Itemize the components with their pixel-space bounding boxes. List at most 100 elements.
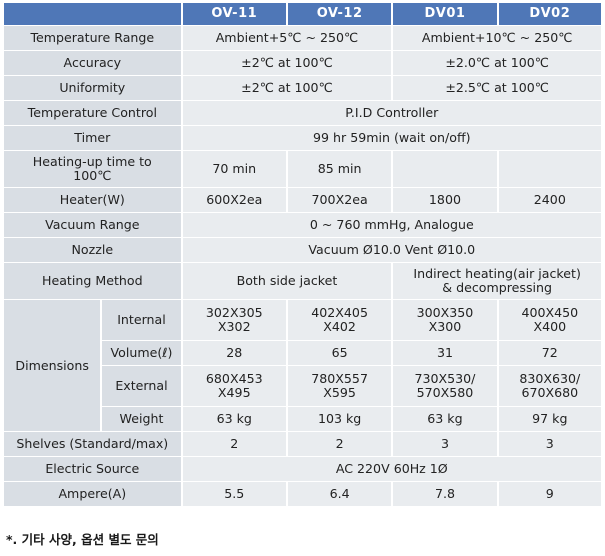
row-uniformity: Uniformity ±2℃ at 100℃ ±2.5℃ at 100℃ [4, 76, 601, 100]
cell-ov: ±2℃ at 100℃ [182, 51, 392, 75]
cell-line-2: 570X580 [416, 385, 474, 400]
row-label: Timer [4, 126, 181, 150]
sub-label: Weight [102, 407, 181, 431]
sub-label: Internal [102, 300, 181, 340]
dimensions-label: Dimensions [4, 300, 101, 431]
row-heating-up-time: Heating-up time to 100℃ 70 min 85 min [4, 151, 601, 187]
row-label: Electric Source [4, 457, 181, 481]
cell-ov12: 780X557 X595 [287, 366, 392, 406]
cell-dv-line-2: & decompressing [442, 280, 552, 295]
cell-ov11: 600X2ea [182, 188, 286, 212]
cell-ov12: 2 [287, 432, 392, 456]
cell-value: 0 ~ 760 mmHg, Analogue [182, 213, 601, 237]
cell-dv: Indirect heating(air jacket) & decompres… [393, 263, 601, 299]
cell-dv: ±2.5℃ at 100℃ [393, 76, 601, 100]
row-vacuum-range: Vacuum Range 0 ~ 760 mmHg, Analogue [4, 213, 601, 237]
row-label: Temperature Control [4, 101, 181, 125]
row-label: Heater(W) [4, 188, 181, 212]
cell-line-1: 780X557 [311, 371, 368, 386]
row-dimensions-weight: Weight 63 kg 103 kg 63 kg 97 kg [4, 407, 601, 431]
cell-line-1: 402X405 [311, 305, 368, 320]
cell-dv01: 1800 [393, 188, 497, 212]
row-label: Accuracy [4, 51, 181, 75]
row-dimensions-volume: Volume(ℓ) 28 65 31 72 [4, 341, 601, 365]
cell-line-1: 302X305 [205, 305, 263, 320]
row-accuracy: Accuracy ±2℃ at 100℃ ±2.0℃ at 100℃ [4, 51, 601, 75]
cell-ov11: 302X305 X302 [182, 300, 286, 340]
cell-ov12: 85 min [287, 151, 392, 187]
cell-line-1: 730X530/ [414, 371, 476, 386]
cell-line-2: X402 [323, 319, 356, 334]
row-label: Uniformity [4, 76, 181, 100]
row-heating-method: Heating Method Both side jacket Indirect… [4, 263, 601, 299]
sub-label: External [102, 366, 181, 406]
cell-dv: Ambient+10℃ ~ 250℃ [393, 26, 601, 50]
cell-ov11: 63 kg [182, 407, 286, 431]
cell-dv02: 9 [498, 482, 601, 506]
sub-label: Volume(ℓ) [102, 341, 181, 365]
cell-dv02 [498, 151, 601, 187]
cell-ov12: 6.4 [287, 482, 392, 506]
cell-ov: Both side jacket [182, 263, 392, 299]
col-header-dv01: DV01 [393, 3, 497, 25]
cell-line-2: X300 [428, 319, 462, 334]
row-label: Nozzle [4, 238, 181, 262]
cell-dv01: 31 [393, 341, 497, 365]
row-shelves: Shelves (Standard/max) 2 2 3 3 [4, 432, 601, 456]
cell-ov: Ambient+5℃ ~ 250℃ [182, 26, 392, 50]
row-timer: Timer 99 hr 59min (wait on/off) [4, 126, 601, 150]
col-header-ov12: OV-12 [287, 3, 392, 25]
row-label: Ampere(A) [4, 482, 181, 506]
cell-value: P.I.D Controller [182, 101, 601, 125]
footnote: *. 기타 사양, 옵션 별도 문의 [6, 532, 159, 547]
cell-line-2: X400 [533, 319, 567, 334]
cell-ov11: 28 [182, 341, 286, 365]
row-label-line-2: 100℃ [73, 168, 112, 183]
cell-line-1: 400X450 [521, 305, 579, 320]
cell-dv01: 730X530/570X580 [393, 366, 497, 406]
cell-value: AC 220V 60Hz 1Ø [182, 457, 601, 481]
cell-value: 99 hr 59min (wait on/off) [182, 126, 601, 150]
cell-dv01 [393, 151, 497, 187]
cell-line-1: 680X453 [205, 371, 263, 386]
spec-table: OV-11 OV-12 DV01 DV02 Temperature Range … [2, 2, 603, 507]
row-temperature-range: Temperature Range Ambient+5℃ ~ 250℃ Ambi… [4, 26, 601, 50]
cell-dv02: 400X450 X400 [498, 300, 601, 340]
cell-dv01: 7.8 [393, 482, 497, 506]
cell-dv02: 72 [498, 341, 601, 365]
cell-line-2: 670X680 [521, 385, 579, 400]
header-corner [4, 3, 181, 25]
cell-dv02: 2400 [498, 188, 601, 212]
cell-ov12: 402X405 X402 [287, 300, 392, 340]
row-nozzle: Nozzle Vacuum Ø10.0 Vent Ø10.0 [4, 238, 601, 262]
row-label-line-1: Heating-up time to [32, 154, 152, 169]
row-heater: Heater(W) 600X2ea 700X2ea 1800 2400 [4, 188, 601, 212]
cell-dv: ±2.0℃ at 100℃ [393, 51, 601, 75]
col-header-ov11: OV-11 [182, 3, 286, 25]
cell-ov11: 5.5 [182, 482, 286, 506]
row-electric-source: Electric Source AC 220V 60Hz 1Ø [4, 457, 601, 481]
cell-ov: ±2℃ at 100℃ [182, 76, 392, 100]
row-temperature-control: Temperature Control P.I.D Controller [4, 101, 601, 125]
cell-line-2: X495 [217, 385, 251, 400]
row-label: Vacuum Range [4, 213, 181, 237]
cell-ov11: 2 [182, 432, 286, 456]
cell-dv01: 300X350 X300 [393, 300, 497, 340]
cell-dv02: 97 kg [498, 407, 601, 431]
cell-dv02: 3 [498, 432, 601, 456]
row-dimensions-external: External 680X453 X495 780X557 X595 730X530… [4, 366, 601, 406]
row-dimensions-internal: Dimensions Internal 302X305 X302 402X405 X… [4, 300, 601, 431]
cell-dv02: 830X630/670X680 [498, 366, 601, 406]
cell-dv01: 63 kg [393, 407, 497, 431]
cell-ov12: 103 kg [287, 407, 392, 431]
cell-dv-line-1: Indirect heating(air jacket) [413, 266, 581, 281]
cell-line-1: 830X630/ [519, 371, 581, 386]
row-label: Heating-up time to 100℃ [4, 151, 181, 187]
header-row: OV-11 OV-12 DV01 DV02 [4, 3, 601, 25]
cell-ov12: 65 [287, 341, 392, 365]
cell-ov12: 700X2ea [287, 188, 392, 212]
row-label: Shelves (Standard/max) [4, 432, 181, 456]
cell-ov11: 70 min [182, 151, 286, 187]
row-ampere: Ampere(A) 5.5 6.4 7.8 9 [4, 482, 601, 506]
row-label: Temperature Range [4, 26, 181, 50]
